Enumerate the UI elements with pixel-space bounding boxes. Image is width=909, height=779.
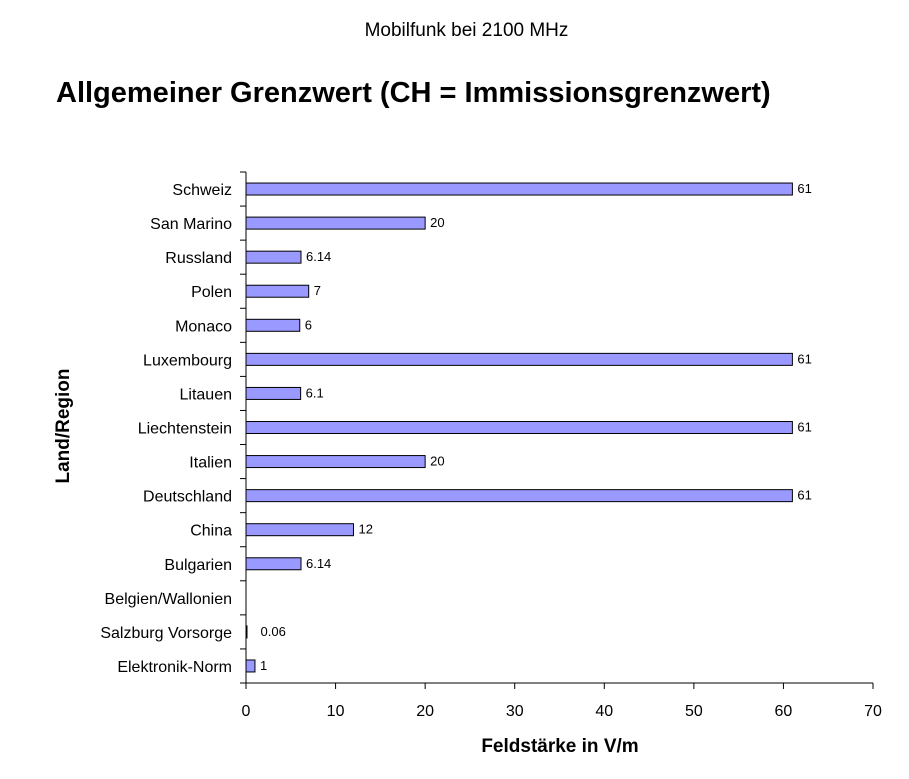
category-label: Litauen xyxy=(180,386,233,403)
data-label: 61 xyxy=(797,420,811,435)
data-label: 6.14 xyxy=(306,249,331,264)
bar xyxy=(245,216,426,230)
data-label: 1 xyxy=(260,658,267,673)
category-label: Polen xyxy=(191,284,232,301)
x-tick-label: 50 xyxy=(685,703,703,720)
bar xyxy=(245,284,310,298)
bar xyxy=(245,318,301,332)
bar xyxy=(245,659,256,673)
bar xyxy=(245,386,302,400)
data-label: 7 xyxy=(314,283,321,298)
category-label: Liechtenstein xyxy=(138,421,232,438)
x-axis-title: Feldstärke in V/m xyxy=(481,736,638,757)
y-axis-title: Land/Region xyxy=(53,368,74,483)
category-label: Schweiz xyxy=(172,182,232,199)
category-label: Russland xyxy=(165,250,232,267)
bar xyxy=(245,421,793,434)
category-label: Belgien/Wallonien xyxy=(105,591,232,608)
chart-subtitle: Mobilfunk bei 2100 MHz xyxy=(364,20,569,41)
x-tick-label: 20 xyxy=(416,703,434,720)
data-label: 6.14 xyxy=(306,556,331,571)
category-label: Elektronik-Norm xyxy=(117,659,232,676)
x-tick-label: 0 xyxy=(242,703,251,720)
category-label: Salzburg Vorsorge xyxy=(100,625,232,642)
data-label: 61 xyxy=(797,351,811,366)
category-label: San Marino xyxy=(150,216,232,233)
bar xyxy=(245,523,354,537)
x-tick-label: 10 xyxy=(327,703,345,720)
bar xyxy=(245,250,302,264)
category-label: Bulgarien xyxy=(164,557,232,574)
x-tick-label: 30 xyxy=(506,703,524,720)
x-tick-label: 40 xyxy=(595,703,613,720)
data-label: 61 xyxy=(797,181,811,196)
bar xyxy=(245,352,793,366)
data-label: 61 xyxy=(797,488,811,503)
x-tick-label: 70 xyxy=(864,703,882,720)
data-label: 12 xyxy=(358,522,372,537)
bar xyxy=(245,557,302,571)
data-label: 6.1 xyxy=(306,385,324,400)
bar xyxy=(245,489,793,503)
category-label: China xyxy=(190,523,232,540)
category-label: Luxembourg xyxy=(143,352,232,369)
bar xyxy=(245,625,248,639)
bar xyxy=(245,455,426,469)
category-label: Monaco xyxy=(175,318,232,335)
data-label: 20 xyxy=(430,454,444,469)
data-label: 6 xyxy=(305,317,312,332)
chart-title: Allgemeiner Grenzwert (CH = Immissionsgr… xyxy=(56,77,771,109)
x-tick-label: 60 xyxy=(775,703,793,720)
category-label: Italien xyxy=(189,455,232,472)
data-label: 20 xyxy=(430,215,444,230)
category-label: Deutschland xyxy=(143,489,232,506)
bar xyxy=(245,182,793,196)
data-label: 0.06 xyxy=(261,624,286,639)
